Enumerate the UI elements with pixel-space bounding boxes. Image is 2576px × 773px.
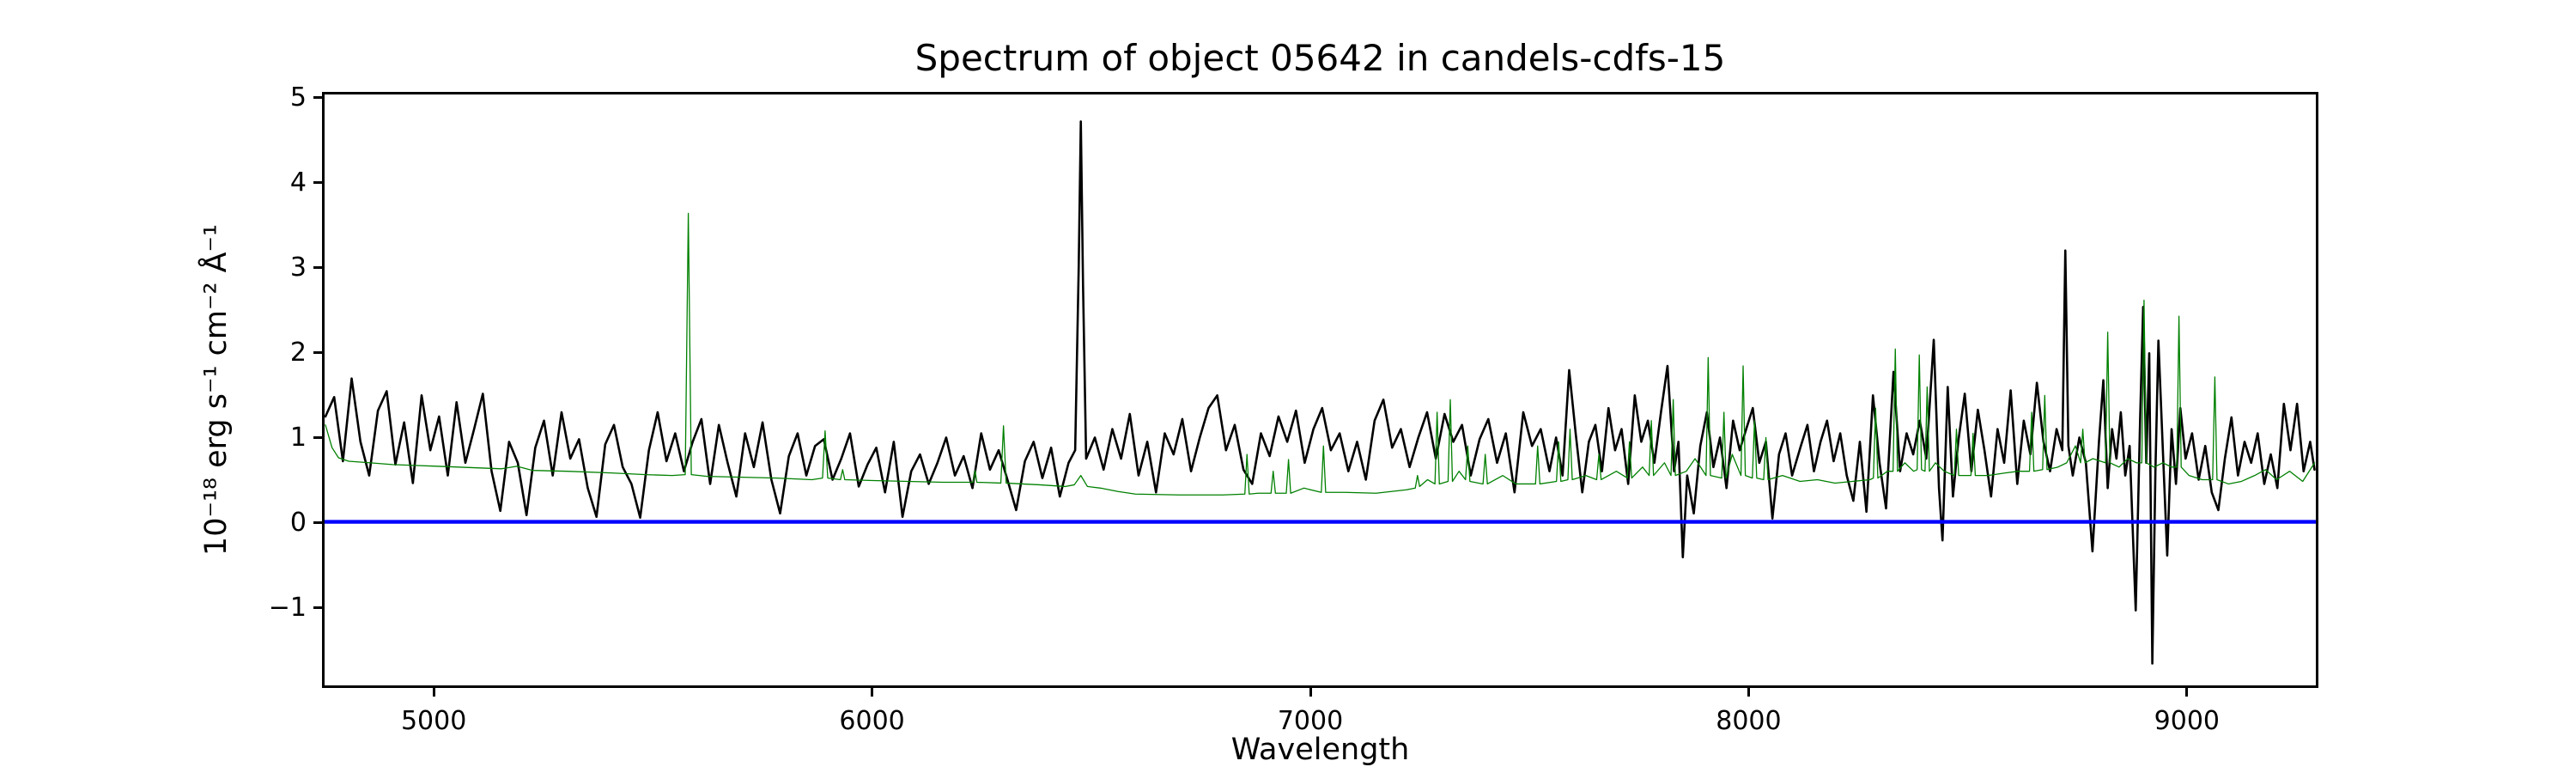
y-tick-mark xyxy=(313,266,322,270)
y-tick-mark xyxy=(313,181,322,185)
y-tick-mark xyxy=(313,521,322,525)
y-tick-label: −1 xyxy=(268,592,307,623)
y-tick-label: 0 xyxy=(289,507,307,538)
x-tick-mark xyxy=(432,688,435,697)
y-tick-mark xyxy=(313,436,322,440)
x-tick-label: 8000 xyxy=(1716,706,1782,736)
plot-svg xyxy=(325,120,2316,665)
y-tick-label: 2 xyxy=(289,337,307,368)
x-tick-label: 5000 xyxy=(400,706,467,736)
x-tick-mark xyxy=(1309,688,1312,697)
x-tick-mark xyxy=(1747,688,1750,697)
x-tick-mark xyxy=(2185,688,2189,697)
y-tick-mark xyxy=(313,96,322,100)
x-tick-label: 7000 xyxy=(1277,706,1344,736)
y-tick-label: 5 xyxy=(289,82,307,113)
x-axis-label: Wavelength xyxy=(1230,733,1410,767)
plot-axes xyxy=(322,92,2318,688)
x-tick-label: 6000 xyxy=(839,706,905,736)
y-tick-label: 4 xyxy=(289,167,307,198)
x-tick-label: 9000 xyxy=(2154,706,2221,736)
y-tick-mark xyxy=(313,351,322,355)
y-tick-label: 3 xyxy=(289,252,307,283)
chart-title: Spectrum of object 05642 in candels-cdfs… xyxy=(914,37,1726,79)
error-spectrum-line xyxy=(325,212,2316,496)
flux-spectrum-line xyxy=(325,120,2316,665)
y-tick-mark xyxy=(313,606,322,610)
y-tick-label: 1 xyxy=(289,422,307,453)
x-tick-mark xyxy=(871,688,874,697)
